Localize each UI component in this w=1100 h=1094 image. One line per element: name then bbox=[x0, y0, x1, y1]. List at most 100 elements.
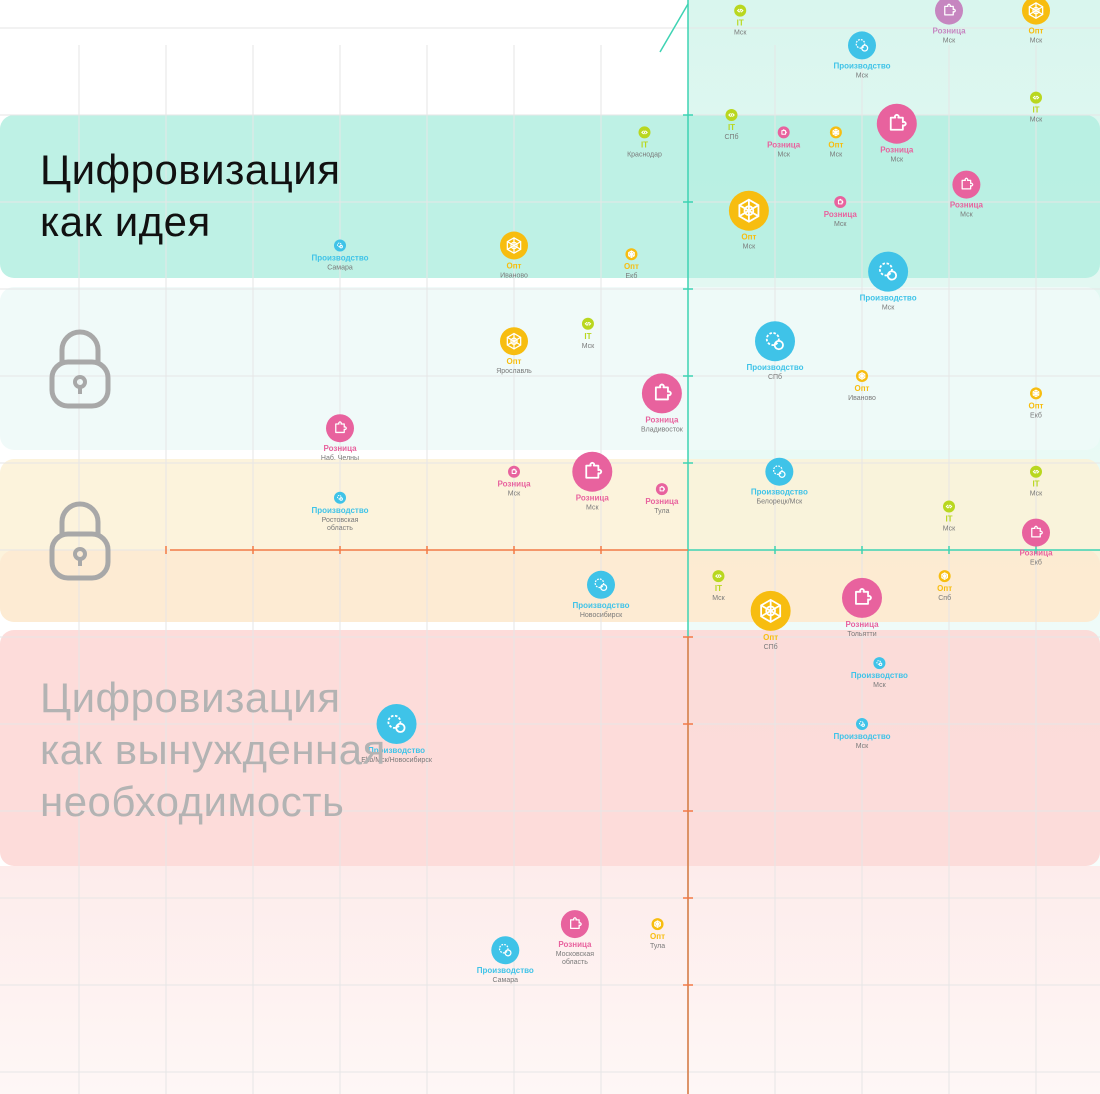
point-sector-label: Производство bbox=[311, 506, 368, 515]
data-point: Опт Мск bbox=[728, 190, 769, 251]
code-bracket bbox=[645, 130, 648, 135]
point-city-label: Мск bbox=[712, 595, 725, 602]
point-sector-label: Розница bbox=[558, 940, 592, 949]
puzzle-icon bbox=[842, 577, 882, 618]
point-city-label: Иваново bbox=[500, 273, 528, 280]
point-sector-label: Производство bbox=[833, 732, 890, 741]
code-slash bbox=[739, 8, 742, 13]
network-spoke bbox=[760, 610, 772, 618]
code-bracket bbox=[715, 574, 718, 578]
code-slash bbox=[586, 322, 589, 326]
point-sector-label: Производство bbox=[477, 966, 534, 975]
point-city-label: Мск bbox=[508, 491, 521, 498]
data-point: IT Мск bbox=[712, 570, 726, 602]
data-point: Опт Иваново bbox=[500, 231, 528, 280]
point-sector-label: Производство bbox=[833, 61, 890, 70]
puzzle-shape bbox=[855, 588, 872, 605]
code-bracket bbox=[949, 504, 953, 509]
data-point: Производство Самара bbox=[477, 936, 534, 984]
point-sector-label: Производство bbox=[572, 601, 629, 610]
point-city-label: СПб bbox=[724, 133, 738, 141]
network-spoke bbox=[748, 209, 759, 217]
point-city-label: Самара bbox=[493, 977, 519, 984]
point-sector-label: Опт bbox=[507, 357, 522, 366]
point-city-label: Мск bbox=[882, 305, 895, 312]
point-city-label: Владивосток bbox=[641, 426, 684, 433]
network-spoke bbox=[738, 209, 750, 217]
point-sector-label: Розница bbox=[645, 497, 679, 506]
code-bracket bbox=[588, 321, 592, 326]
point-city-label: Ярославль bbox=[496, 368, 532, 375]
puzzle-shape bbox=[659, 485, 666, 492]
point-city-label: Тула bbox=[650, 943, 665, 950]
point-sector-label: Производство bbox=[851, 671, 908, 680]
data-point: IT Мск bbox=[1030, 91, 1043, 124]
point-city-label: Мск bbox=[943, 38, 956, 45]
data-points: ITМскITМскITМскРозницаМскОптМскПроизводс… bbox=[311, 0, 1053, 984]
gears-icon bbox=[848, 31, 876, 60]
code-slash bbox=[1035, 469, 1037, 474]
gears-icon bbox=[755, 321, 795, 362]
gears-icon bbox=[765, 457, 794, 486]
puzzle-shape bbox=[889, 114, 907, 131]
point-sector-label: IT bbox=[945, 515, 952, 524]
point-city-label: Ekb/Мск/Новосибирск bbox=[361, 756, 433, 764]
point-city-label: область bbox=[562, 958, 588, 966]
point-city-label: Тула bbox=[654, 508, 669, 515]
network-ring bbox=[1032, 6, 1040, 15]
code-slash bbox=[717, 574, 720, 578]
code-bracket bbox=[1032, 95, 1036, 100]
band-locked-1 bbox=[0, 287, 1100, 450]
point-sector-label: Опт bbox=[650, 932, 665, 941]
code-bracket bbox=[945, 504, 949, 509]
network-spoke bbox=[738, 204, 750, 212]
point-city-label: Мск bbox=[734, 30, 747, 37]
puzzle-icon bbox=[508, 465, 520, 478]
network-ring bbox=[510, 337, 518, 345]
gear-large bbox=[765, 332, 780, 346]
point-sector-label: Розница bbox=[880, 146, 914, 155]
code-bracket bbox=[728, 113, 731, 117]
gear-large bbox=[855, 38, 866, 49]
point-city-label: Наб. Челны bbox=[321, 454, 359, 462]
point-sector-label: Опт bbox=[741, 233, 756, 242]
band-bottom bbox=[0, 630, 1100, 866]
network-spoke bbox=[513, 336, 521, 342]
point-city-label: Екб bbox=[625, 272, 637, 280]
puzzle-shape bbox=[570, 917, 582, 929]
network-spoke bbox=[507, 244, 515, 250]
network-ring bbox=[1034, 391, 1038, 396]
point-sector-label: IT bbox=[584, 332, 591, 341]
puzzle-icon bbox=[1022, 518, 1050, 547]
gear-large bbox=[772, 465, 783, 476]
network-ring bbox=[629, 252, 634, 257]
point-city-label: Мск bbox=[856, 72, 869, 79]
point-city-label: Мск bbox=[830, 151, 843, 158]
gear-large bbox=[859, 721, 864, 726]
point-sector-label: IT bbox=[1032, 480, 1039, 489]
network-spoke bbox=[770, 610, 781, 618]
point-city-label: Мск bbox=[873, 682, 886, 689]
data-point: IT Мск bbox=[582, 317, 595, 350]
gear-large bbox=[878, 262, 893, 277]
point-city-label: Мск bbox=[856, 743, 869, 750]
code-bracket bbox=[641, 130, 644, 135]
puzzle-shape bbox=[944, 3, 956, 16]
code-bracket bbox=[740, 8, 744, 13]
point-city-label: Мск bbox=[777, 151, 790, 158]
data-point: Опт Мск bbox=[1022, 0, 1050, 45]
code-slash bbox=[1035, 95, 1037, 100]
data-point: Розница Тула bbox=[645, 483, 679, 515]
puzzle-shape bbox=[781, 129, 787, 135]
point-sector-label: IT bbox=[737, 19, 744, 28]
data-point: Опт Мск bbox=[828, 126, 843, 158]
network-ring bbox=[510, 241, 518, 250]
puzzle-icon bbox=[572, 451, 613, 492]
puzzle-icon bbox=[834, 196, 847, 208]
puzzle-icon bbox=[876, 103, 917, 144]
